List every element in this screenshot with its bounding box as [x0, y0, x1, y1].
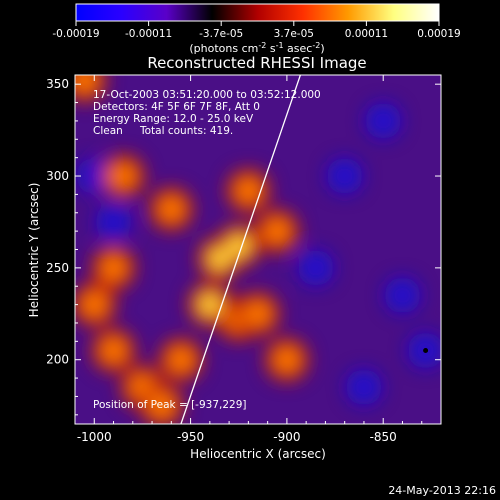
y-tick-label: 200	[46, 353, 69, 367]
hot-region-mid	[148, 392, 175, 419]
peak-position-text: Position of Peak = [-937,229]	[93, 399, 247, 411]
cold-region	[297, 249, 334, 286]
x-tick-label: -1000	[77, 430, 112, 444]
x-tick-label: -950	[177, 430, 204, 444]
hot-region-mid	[100, 254, 127, 281]
x-tick-label: -850	[370, 430, 397, 444]
cold-region	[345, 369, 382, 406]
hot-region-mid	[100, 337, 127, 364]
detectors-text: Detectors: 4F 5F 6F 7F 8F, Att 0	[93, 101, 260, 113]
hot-region-mid	[110, 163, 137, 190]
colorbar-tick-label: -0.00019	[52, 28, 99, 40]
hot-region-mid	[264, 218, 291, 245]
hot-core	[209, 248, 230, 269]
x-axis-ticks: -1000 -950 -900 -850	[74, 75, 442, 444]
hot-region-mid	[75, 75, 98, 94]
colorbar-tick-label: 3.7e-05	[274, 28, 314, 40]
cold-region	[95, 203, 132, 240]
cold-region	[365, 102, 402, 139]
hot-region-mid	[235, 177, 262, 204]
hot-core	[199, 294, 220, 315]
clean-label-text: Clean	[93, 125, 123, 137]
y-axis-label: Heliocentric Y (arcsec)	[27, 183, 41, 318]
y-tick-label: 300	[46, 169, 69, 183]
colorbar-tick-label: -0.00011	[125, 28, 172, 40]
y-tick-label: 350	[46, 77, 69, 91]
total-counts-text: Total counts: 419.	[139, 125, 233, 137]
colorbar-strip	[75, 3, 440, 22]
cold-region	[384, 277, 421, 314]
x-tick-label: -900	[273, 430, 300, 444]
cold-region	[326, 158, 363, 195]
colorbar-ticks: -0.00019 -0.00011 -3.7e-05 3.7e-05 0.00011 0.…	[52, 21, 461, 40]
energy-range-text: Energy Range: 12.0 - 25.0 keV	[93, 113, 254, 125]
hot-core	[228, 235, 249, 256]
colorbar-unit-label: (photons cm-2 s-1 asec-2)	[189, 41, 324, 55]
chart-title: Reconstructed RHESSI Image	[147, 54, 366, 72]
y-tick-label: 250	[46, 261, 69, 275]
annotation-block: 17-Oct-2003 03:51:20.000 to 03:52:12.000…	[93, 89, 321, 411]
colorbar-tick-label: 0.00019	[417, 28, 460, 40]
hot-region-mid	[167, 346, 194, 373]
colorbar-tick-label: -3.7e-05	[199, 28, 243, 40]
heatmap-image	[75, 75, 441, 424]
footer-date: 24-May-2013 22:16	[388, 484, 496, 497]
solar-limb-line	[180, 75, 301, 424]
hot-region-mid	[81, 291, 108, 318]
hot-region-mid	[245, 300, 271, 327]
time-range-text: 17-Oct-2003 03:51:20.000 to 03:52:12.000	[93, 89, 321, 101]
x-axis-label: Heliocentric X (arcsec)	[190, 447, 326, 461]
hot-region-mid	[273, 346, 300, 373]
colorbar: -0.00019 -0.00011 -3.7e-05 3.7e-05 0.00011 0.…	[52, 3, 461, 55]
hot-region-mid	[158, 196, 185, 223]
colorbar-tick-label: 0.00011	[345, 28, 388, 40]
y-axis-ticks: 200 250 300 350	[46, 77, 441, 416]
peak-marker	[423, 348, 429, 354]
plot-area: -1000 -950 -900 -850 200 250 300 350	[46, 74, 442, 444]
